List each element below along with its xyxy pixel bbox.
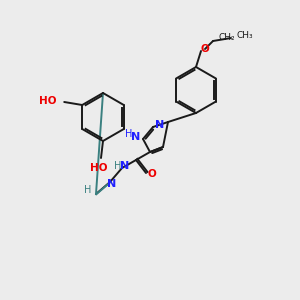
Text: O: O (201, 44, 209, 54)
Text: H: H (114, 161, 122, 171)
Text: N: N (120, 161, 130, 171)
Text: HO: HO (90, 163, 108, 173)
Text: N: N (107, 179, 117, 189)
Text: O: O (148, 169, 156, 179)
Text: N: N (131, 132, 141, 142)
Text: HO: HO (39, 96, 56, 106)
Text: N: N (155, 120, 165, 130)
Text: H: H (125, 129, 133, 139)
Text: CH₃: CH₃ (237, 32, 253, 40)
Text: CH₂: CH₂ (219, 32, 235, 41)
Text: H: H (84, 185, 92, 195)
